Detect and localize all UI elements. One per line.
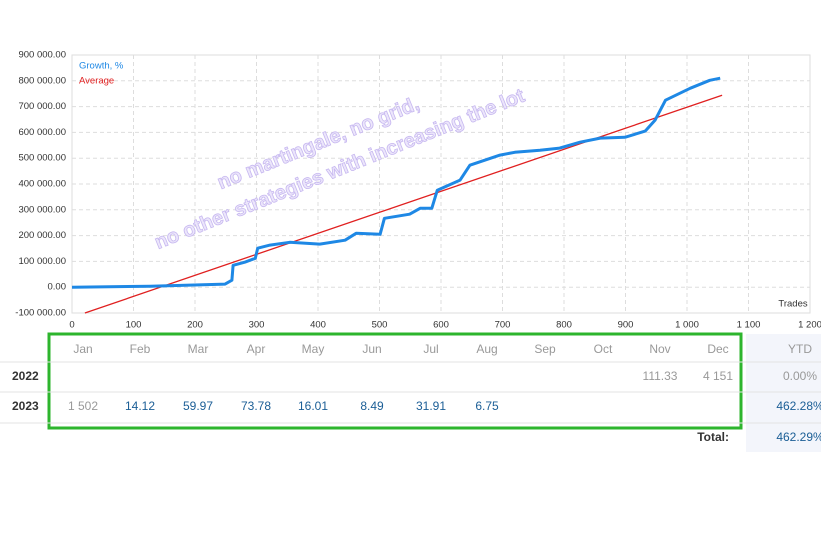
month-value: 31.91: [416, 399, 446, 413]
x-tick-label: 100: [126, 320, 142, 331]
month-header: YTD: [788, 342, 812, 356]
series-line: [84, 94, 723, 314]
y-tick-label: 600 000.00: [18, 127, 66, 138]
y-tick-label: 200 000.00: [18, 230, 66, 241]
x-tick-label: 500: [372, 320, 388, 331]
month-header: Mar: [188, 342, 209, 356]
month-header: Apr: [247, 342, 266, 356]
y-tick-label: 500 000.00: [18, 153, 66, 164]
month-value: 14.12: [125, 399, 155, 413]
total-label: Total:: [697, 430, 729, 444]
x-tick-label: 600: [433, 320, 449, 331]
x-tick-label: 1 100: [737, 320, 761, 331]
highlight-box: [47, 332, 743, 430]
month-header: Nov: [649, 342, 670, 356]
month-value: 8.49: [360, 399, 384, 413]
month-value: 4 151: [703, 369, 733, 383]
y-tick-label: 100 000.00: [18, 256, 66, 267]
month-header: Sep: [534, 342, 556, 356]
month-value: 59.97: [183, 399, 213, 413]
month-header: Aug: [476, 342, 497, 356]
month-header: Jan: [73, 342, 92, 356]
x-axis-label: Trades: [778, 299, 807, 310]
x-tick-label: 700: [495, 320, 511, 331]
total-value: 462.29%: [776, 430, 821, 444]
y-tick-label: 300 000.00: [18, 204, 66, 215]
x-tick-label: 1 000: [675, 320, 699, 331]
month-value: 111.33: [643, 369, 678, 383]
month-header: May: [302, 342, 325, 356]
month-header: Feb: [130, 342, 151, 356]
y-tick-label: -100 000.00: [15, 308, 66, 319]
series-line: [71, 76, 721, 289]
month-header: Oct: [594, 342, 613, 356]
x-tick-label: 800: [556, 320, 572, 331]
ytd-value: 0.00%: [783, 369, 817, 383]
x-tick-label: 300: [249, 320, 265, 331]
month-value: 73.78: [241, 399, 271, 413]
ytd-value: 462.28%: [776, 399, 821, 413]
x-tick-label: 200: [187, 320, 203, 331]
ytd-column: [746, 334, 821, 452]
year-label: 2023: [12, 399, 39, 413]
month-header: Dec: [707, 342, 728, 356]
month-header: Jul: [423, 342, 438, 356]
y-tick-label: 900 000.00: [18, 50, 66, 61]
x-tick-label: 1 200: [798, 320, 821, 331]
x-tick-label: 0: [69, 320, 74, 331]
table: Jan Feb Mar Apr May Jun Jul Aug Sep Oct Nov Dec YTD 2…: [0, 342, 821, 444]
y-tick-label: 800 000.00: [18, 75, 66, 86]
x-tick-label: 900: [618, 320, 634, 331]
y-tick-label: 0.00: [48, 282, 67, 293]
year-label: 2022: [12, 369, 39, 383]
y-tick-label: 700 000.00: [18, 101, 66, 112]
month-value: 6.75: [475, 399, 499, 413]
legend-label: Growth, %: [79, 61, 124, 72]
x-tick-label: 400: [310, 320, 326, 331]
month-value: 1 502: [68, 399, 98, 413]
y-tick-label: 400 000.00: [18, 179, 66, 190]
month-header: Jun: [362, 342, 381, 356]
legend-label: Average: [79, 76, 114, 87]
month-value: 16.01: [298, 399, 328, 413]
